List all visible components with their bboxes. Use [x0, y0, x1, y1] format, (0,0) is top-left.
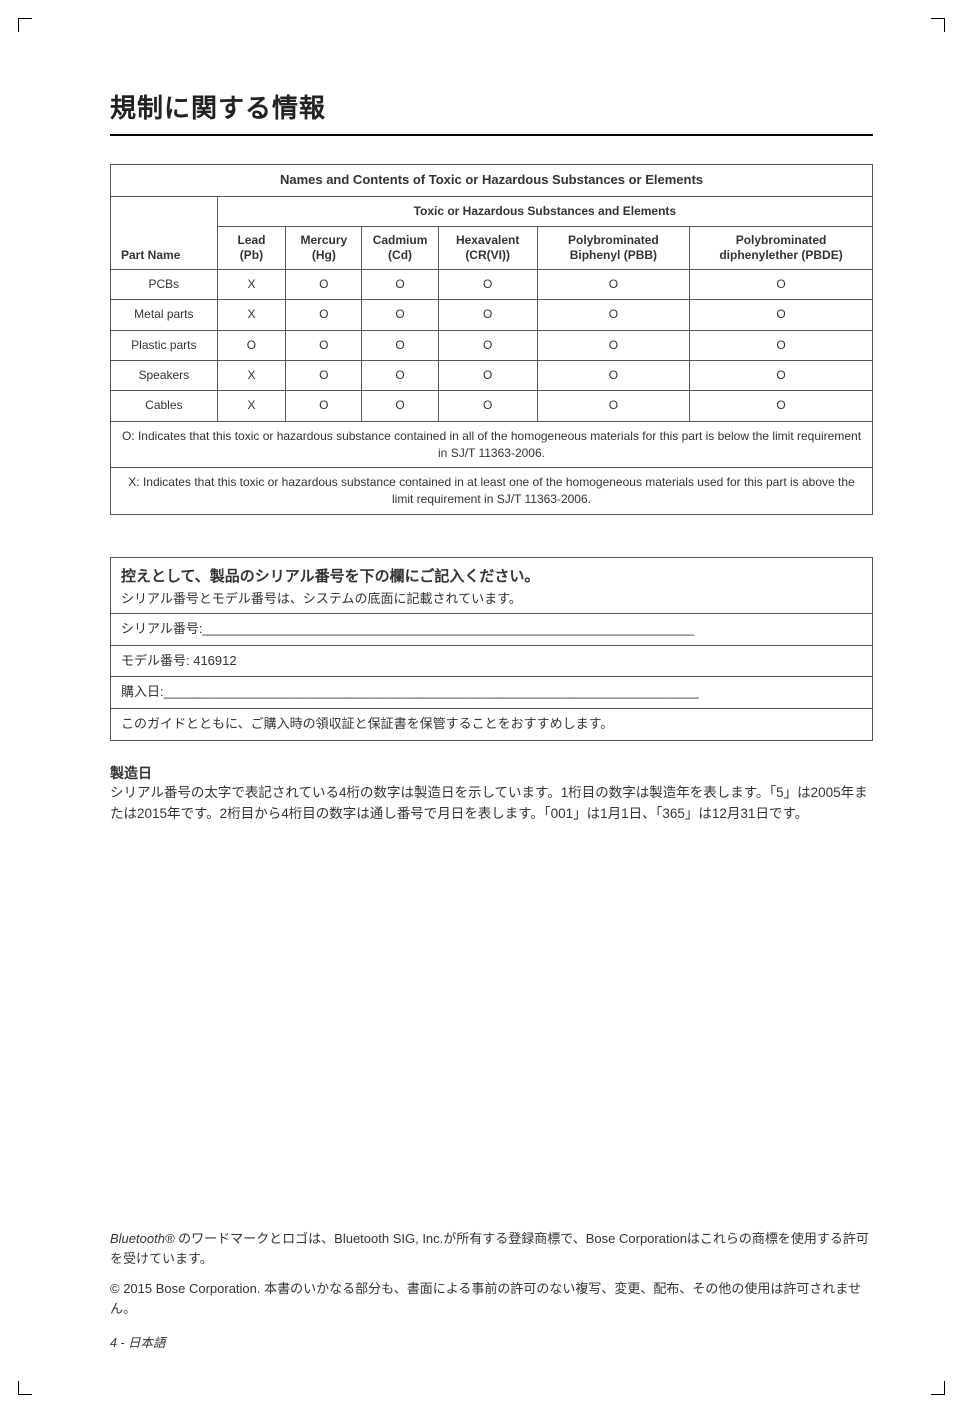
hz-col-header: Polybrominateddiphenylether (PBDE)	[690, 226, 873, 269]
hz-cell: O	[362, 391, 438, 421]
footer-bluetooth: Bluetooth®Bluetooth®のワードマークとロゴは、Bluetoot…	[110, 1229, 873, 1269]
advice-row: このガイドとともに、ご購入時の領収証と保証書を保管することをおすすめします。	[111, 709, 872, 741]
table-row: Metal partsXOOOOO	[111, 300, 873, 330]
serial-row: シリアル番号:_________________________________…	[111, 614, 872, 646]
hz-cell: O	[286, 300, 362, 330]
hz-cell: O	[362, 361, 438, 391]
hz-cell: O	[438, 300, 537, 330]
hz-cell: O	[537, 269, 689, 299]
hz-cell: O	[690, 300, 873, 330]
page-title: 規制に関する情報	[110, 90, 873, 136]
hz-cell: O	[217, 330, 286, 360]
hz-subcaption: Toxic or Hazardous Substances and Elemen…	[217, 196, 872, 226]
hz-row-name: Cables	[111, 391, 218, 421]
hz-cell: O	[438, 391, 537, 421]
purchase-row: 購入日:____________________________________…	[111, 677, 872, 709]
mfg-body: シリアル番号の太字で表記されている4桁の数字は製造日を示しています。1桁目の数字…	[110, 783, 873, 825]
hz-caption: Names and Contents of Toxic or Hazardous…	[111, 164, 873, 196]
footer-copyright: © 2015 Bose Corporation. 本書のいかなる部分も、書面によ…	[110, 1279, 873, 1319]
hz-col-header: Mercury(Hg)	[286, 226, 362, 269]
hz-cell: O	[690, 330, 873, 360]
hz-cell: X	[217, 300, 286, 330]
table-row: Plastic partsOOOOOO	[111, 330, 873, 360]
hz-cell: O	[690, 391, 873, 421]
hz-cell: O	[286, 361, 362, 391]
hz-cell: O	[537, 391, 689, 421]
record-head: 控えとして、製品のシリアル番号を下の欄にご記入ください。 シリアル番号とモデル番…	[111, 558, 872, 614]
hz-row-name: PCBs	[111, 269, 218, 299]
hz-cell: O	[362, 300, 438, 330]
hz-row-name: Plastic parts	[111, 330, 218, 360]
hz-note-o: O: Indicates that this toxic or hazardou…	[111, 421, 873, 468]
hz-col-header: Cadmium(Cd)	[362, 226, 438, 269]
hz-cell: O	[362, 269, 438, 299]
hz-cell: O	[286, 391, 362, 421]
mfg-title: 製造日	[110, 763, 873, 783]
hz-note-x: X: Indicates that this toxic or hazardou…	[111, 468, 873, 515]
page-number: 4 - 日本語	[110, 1334, 873, 1353]
record-box: 控えとして、製品のシリアル番号を下の欄にご記入ください。 シリアル番号とモデル番…	[110, 557, 873, 741]
hz-col-header: PolybrominatedBiphenyl (PBB)	[537, 226, 689, 269]
record-title-sub: シリアル番号とモデル番号は、システムの底面に記載されています。	[121, 590, 862, 609]
footer: Bluetooth®Bluetooth®のワードマークとロゴは、Bluetoot…	[110, 1229, 873, 1353]
hz-cell: O	[537, 361, 689, 391]
hz-col-headers-row: Lead(Pb)Mercury(Hg)Cadmium(Cd)Hexavalent…	[111, 226, 873, 269]
hz-cell: O	[286, 269, 362, 299]
hazardous-substances-table: Names and Contents of Toxic or Hazardous…	[110, 164, 873, 515]
table-row: PCBsXOOOOO	[111, 269, 873, 299]
hz-cell: O	[438, 330, 537, 360]
hz-row-name: Metal parts	[111, 300, 218, 330]
hz-cell: X	[217, 391, 286, 421]
mfg-block: 製造日 シリアル番号の太字で表記されている4桁の数字は製造日を示しています。1桁…	[110, 763, 873, 825]
hz-cell: X	[217, 269, 286, 299]
hz-cell: O	[438, 269, 537, 299]
hz-cell: O	[690, 361, 873, 391]
hz-col-header: Lead(Pb)	[217, 226, 286, 269]
hz-partname-hdr: Part Name	[111, 196, 218, 269]
hz-col-header: Hexavalent(CR(VI))	[438, 226, 537, 269]
hz-row-name: Speakers	[111, 361, 218, 391]
model-row: モデル番号: 416912	[111, 646, 872, 678]
record-title: 控えとして、製品のシリアル番号を下の欄にご記入ください。	[121, 566, 862, 588]
table-row: SpeakersXOOOOO	[111, 361, 873, 391]
hz-cell: O	[438, 361, 537, 391]
hz-cell: O	[690, 269, 873, 299]
hz-cell: O	[537, 300, 689, 330]
hz-cell: O	[286, 330, 362, 360]
hz-cell: X	[217, 361, 286, 391]
hz-cell: O	[537, 330, 689, 360]
table-row: CablesXOOOOO	[111, 391, 873, 421]
hz-cell: O	[362, 330, 438, 360]
